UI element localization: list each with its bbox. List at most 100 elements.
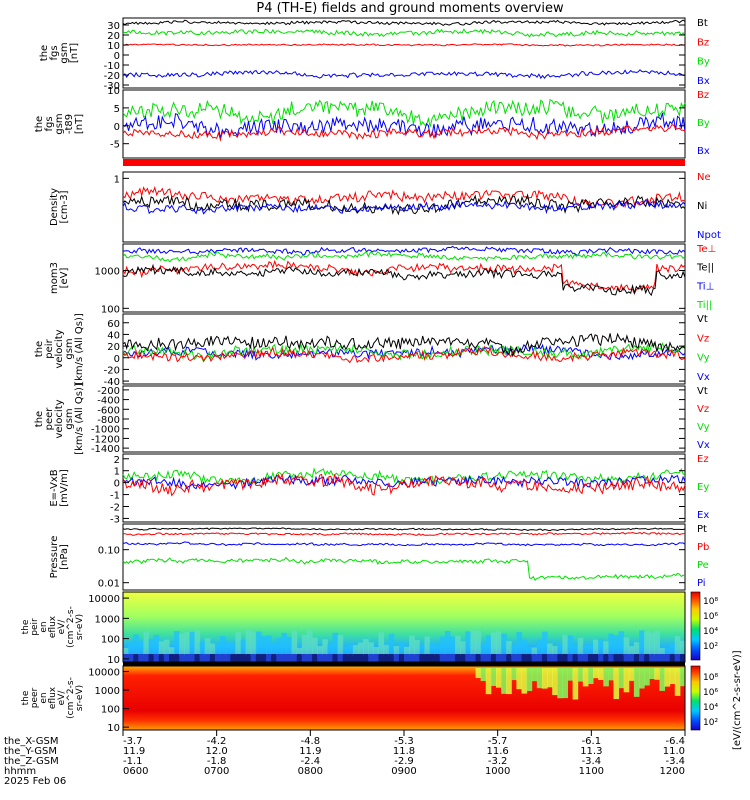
panel-density: 1 Density [cm-3] Ne Ni Npot — [49, 171, 721, 243]
series-line-Pb — [122, 531, 686, 536]
spectrogram-cell — [444, 630, 451, 656]
spectrogram-cell — [521, 668, 528, 694]
y-tick-label: 20 — [107, 342, 120, 353]
spectrogram-cell — [235, 654, 242, 662]
spectrogram-cell — [567, 635, 574, 656]
x-tick-label: 11.8 — [393, 746, 415, 757]
y-axis-label: eV/ — [57, 690, 67, 706]
spectrogram-cell — [628, 646, 635, 656]
spectrogram-cell — [562, 634, 568, 656]
spectrogram-cell — [552, 668, 558, 696]
panel-pressure: 0.10 0.01 Pressure [nPa] Pt Pb Pe Pi — [49, 523, 709, 591]
legend-Vx: Vx — [697, 372, 710, 383]
y-axis-label: -t89 — [64, 114, 75, 134]
spectrogram-cell — [398, 654, 405, 662]
panel-frame — [122, 17, 686, 89]
spectrogram-cell — [541, 654, 548, 662]
y-axis-label: [cm-3] — [59, 190, 70, 223]
spectrogram-cell — [266, 635, 272, 656]
spectrogram-cell — [495, 668, 502, 688]
series-line-Bz — [122, 43, 686, 47]
spectrogram-cell — [659, 654, 666, 662]
spectrogram-cell — [388, 654, 395, 662]
panel-frame — [122, 523, 686, 591]
x-tick-label: 1200 — [660, 766, 685, 777]
colorbar-top — [690, 591, 701, 661]
spectrogram-cell — [199, 641, 206, 656]
spectrogram-cell — [358, 642, 364, 656]
spectrogram-cell — [209, 654, 216, 662]
y-tick-label: 10 — [107, 41, 120, 52]
spectrogram-cell — [128, 654, 134, 662]
spectrogram-cell — [480, 668, 487, 682]
spectrogram-cell — [138, 640, 144, 656]
spectrogram-cell — [358, 654, 364, 662]
y-axis-label: [eV] — [59, 268, 70, 289]
legend-Vx: Vx — [697, 440, 710, 451]
colorbar-tick-label: 10⁸ — [703, 597, 718, 607]
spectrogram-cell — [649, 668, 655, 679]
spectrogram-cell — [214, 642, 221, 656]
spectrogram-cell — [189, 654, 196, 662]
spectrogram-cell — [623, 637, 630, 656]
legend-Bz: Bz — [697, 37, 709, 48]
spectrogram-cell — [598, 654, 604, 662]
y-axis-label: Pressure — [49, 536, 60, 579]
y-tick-label: -1 — [110, 491, 120, 502]
spectrogram-cell — [608, 633, 614, 656]
spectrogram-cell — [547, 654, 553, 662]
x-row-label: 2025 Feb 06 — [4, 776, 66, 787]
spectrogram-cell — [276, 638, 282, 656]
spectrogram-cell — [664, 654, 671, 662]
spectrogram-cell — [245, 654, 252, 662]
legend-Vy: Vy — [697, 353, 710, 364]
y-axis-label: gsm — [59, 42, 70, 63]
y-axis-label: peer — [44, 407, 55, 431]
x-tick-label: -4.2 — [207, 736, 227, 747]
spectrogram-cell — [414, 654, 420, 662]
spectrogram-cell — [225, 654, 231, 662]
spectrogram-cell — [153, 634, 160, 656]
y-tick-label: -30 — [104, 81, 120, 92]
spectrogram-cell — [240, 654, 247, 662]
spectrogram-cell — [603, 654, 609, 662]
y-tick-label: -1000 — [91, 425, 120, 436]
x-tick-label: -3.4 — [665, 756, 685, 767]
spectrogram-cell — [521, 654, 528, 662]
y-axis-label: [nT] — [74, 114, 85, 134]
x-row-label: the_X-GSM — [4, 736, 58, 747]
y-tick-label: 1000 — [95, 614, 120, 625]
x-tick-label: -6.4 — [665, 736, 685, 747]
legend-Vz: Vz — [697, 404, 709, 415]
spectrogram-cell — [639, 668, 645, 689]
spectrogram-cell — [327, 654, 333, 662]
y-tick-label: 10000 — [88, 594, 120, 605]
spectrogram-cell — [204, 638, 211, 656]
legend-Bt: Bt — [697, 18, 708, 29]
spectrogram-cell — [557, 644, 563, 656]
y-axis-label: gsm — [64, 408, 75, 429]
spectrogram-cell — [266, 654, 272, 662]
legend-Ti||: Ti|| — [696, 300, 712, 311]
spectrogram-cell — [158, 641, 165, 656]
spectrogram-cell — [664, 647, 671, 656]
spectrogram-cell — [618, 668, 625, 689]
legend-Bx: Bx — [697, 146, 710, 157]
spectrogram-cell — [603, 641, 609, 656]
legend-Ni: Ni — [697, 201, 707, 212]
y-axis-label: Density — [49, 188, 60, 226]
spectrogram-cell — [541, 668, 548, 689]
spectrogram-cell — [322, 654, 328, 662]
y-tick-label: 0 — [114, 122, 120, 133]
spectrogram-cell — [587, 644, 594, 656]
spectrogram-cell — [633, 654, 640, 662]
legend-Vt: Vt — [697, 386, 708, 397]
spectrogram-cell — [184, 631, 190, 656]
spectrogram-peir_spec: 10000 1000 100 10 the peir en eflux eV/(cm^2-s-s… — [21, 591, 686, 666]
spectrogram-cell — [613, 635, 620, 656]
spectrogram-cell — [209, 643, 216, 656]
spectrogram-cell — [424, 636, 431, 656]
spectrogram-cell — [429, 654, 436, 662]
y-axis-label: eV/ — [57, 619, 67, 635]
